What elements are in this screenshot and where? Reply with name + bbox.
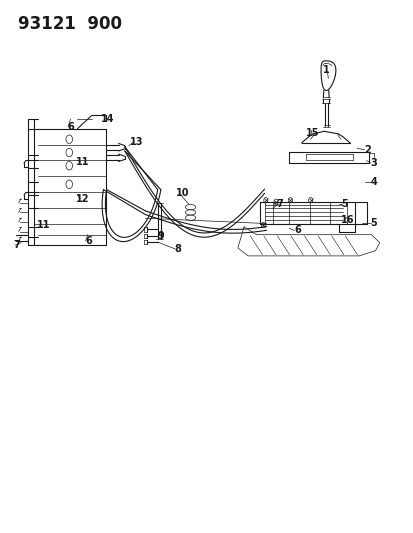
Text: 7: 7 (276, 199, 283, 209)
Text: 6: 6 (67, 122, 74, 132)
Text: 16: 16 (340, 215, 354, 225)
Text: 10: 10 (175, 188, 189, 198)
Text: 11: 11 (36, 220, 50, 230)
Text: 3: 3 (369, 158, 376, 168)
Text: 5: 5 (341, 199, 347, 209)
Text: 6: 6 (293, 225, 300, 236)
Text: 93121  900: 93121 900 (18, 14, 121, 33)
Text: 12: 12 (76, 193, 89, 204)
Text: 14: 14 (100, 114, 114, 124)
Text: 4: 4 (369, 176, 376, 187)
Text: 11: 11 (76, 157, 89, 166)
Text: 7: 7 (14, 240, 20, 251)
Text: 15: 15 (306, 128, 319, 138)
Text: 9: 9 (157, 231, 164, 241)
Text: 13: 13 (129, 137, 142, 147)
Text: 5: 5 (369, 218, 376, 228)
Text: 2: 2 (363, 145, 370, 155)
Text: 1: 1 (322, 66, 329, 75)
Text: 6: 6 (85, 236, 92, 246)
Text: 8: 8 (174, 244, 181, 254)
